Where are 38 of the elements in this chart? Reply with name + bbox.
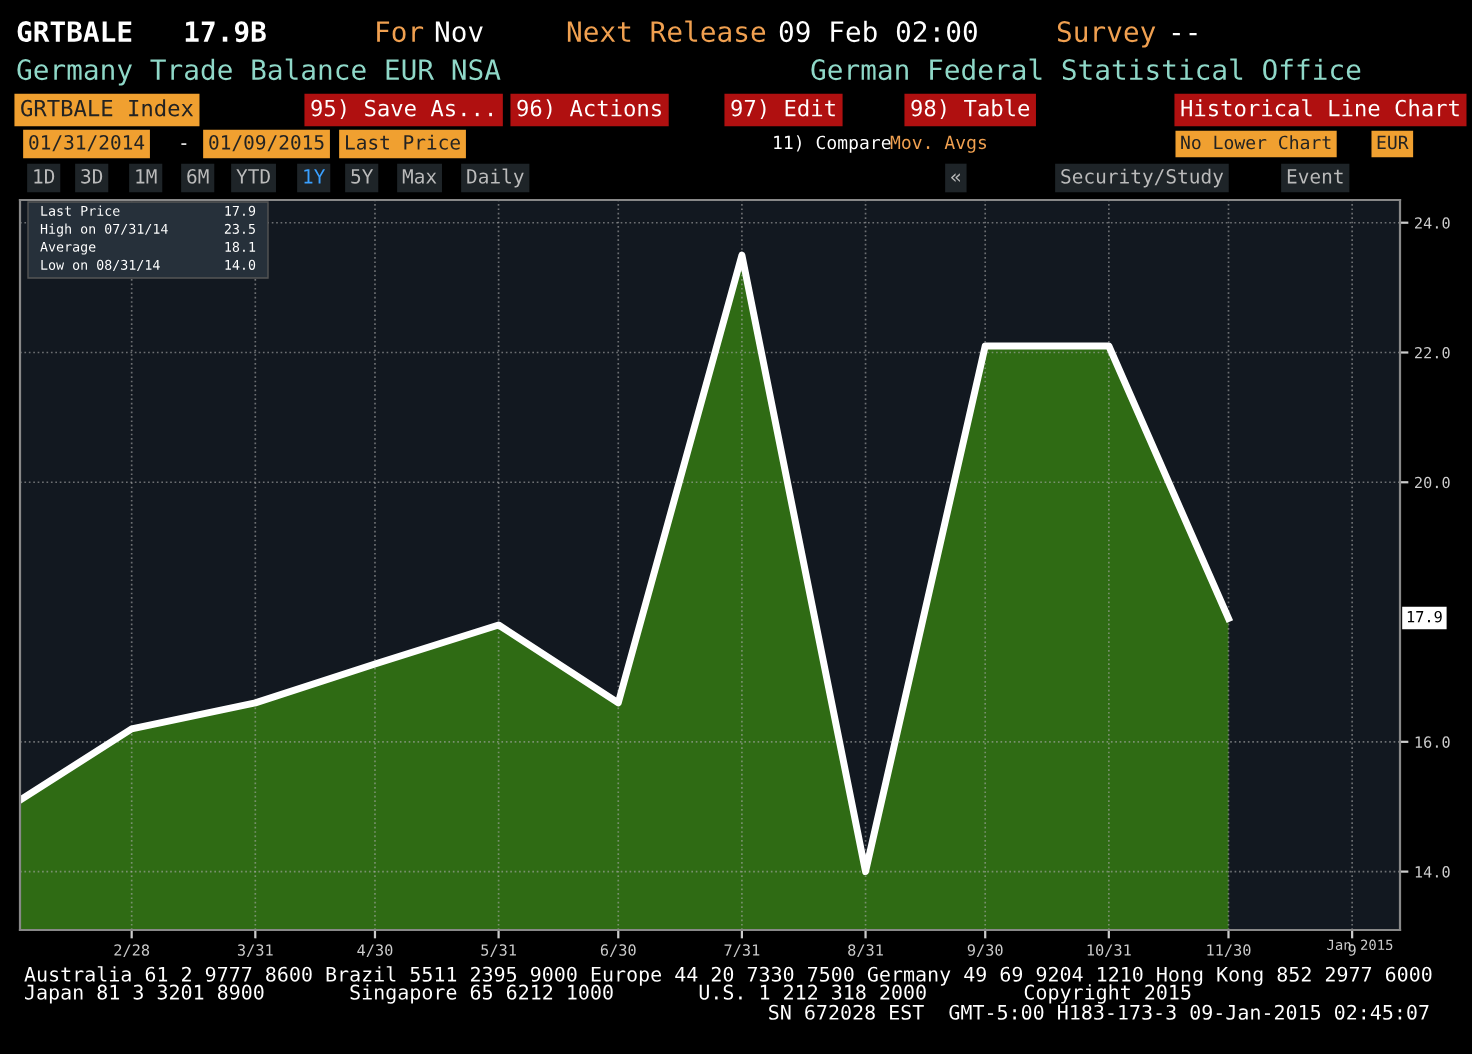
text: Mov. Avgs (890, 135, 987, 153)
text: « (951, 173, 960, 183)
chart-subtitle: Germany Trade Balance EUR NSA (17, 58, 501, 86)
text: Historical Line Chart (1181, 99, 1459, 117)
text: 01/31/2014 (29, 134, 145, 152)
text: German Federal Statistical Office (811, 58, 1361, 81)
text: Next Release (567, 20, 766, 43)
text: Security/Study (1061, 168, 1224, 188)
chart-title: GRTBALE 17.9B (17, 21, 266, 43)
text: -- (1172, 33, 1197, 36)
text: SN 672028 EST GMT-5:00 H183-173-3 09-Jan-2015 02:45:07 (769, 1004, 1429, 1020)
text: Australia 61 2 9777 8600 Brazil 5511 2395 9000 Europe 44 20 7330 7500 Germany 49 69 9204 1210 Hong Kong 852 2977 6000 (24, 966, 1432, 986)
text: Survey (1057, 21, 1156, 48)
text: Daily (467, 168, 524, 188)
text: 96) Actions (517, 99, 661, 120)
text: 11) Compare (774, 135, 891, 153)
text: 1M (136, 169, 157, 184)
text: YTD (236, 169, 270, 184)
text: 95) Save As... (311, 99, 492, 120)
text: No Lower Chart (1181, 135, 1331, 150)
text: - (181, 143, 187, 145)
text: Event (1287, 169, 1343, 184)
text: 09 Feb 02:00 (779, 20, 977, 43)
text: Max (402, 169, 437, 184)
text: Nov (435, 21, 483, 43)
text: 01/09/2015 (209, 134, 324, 152)
text: GRTBALE Index (21, 99, 194, 117)
text: Last Price (346, 134, 460, 150)
text: 3D (81, 168, 103, 184)
text: 6M (187, 168, 209, 184)
text: 5Y (351, 169, 374, 184)
text: Japan 81 3 3201 8900 Singapore 65 6212 1000 U.S. 1 212 318 2000 Copyright 2015 (25, 984, 1191, 1004)
text: EUR (1377, 135, 1409, 150)
text: 98) Table (911, 99, 1030, 120)
text: For (377, 21, 424, 43)
text: 1D (34, 169, 55, 184)
text: 1Y (304, 169, 326, 184)
text: 97) Edit (731, 99, 835, 120)
